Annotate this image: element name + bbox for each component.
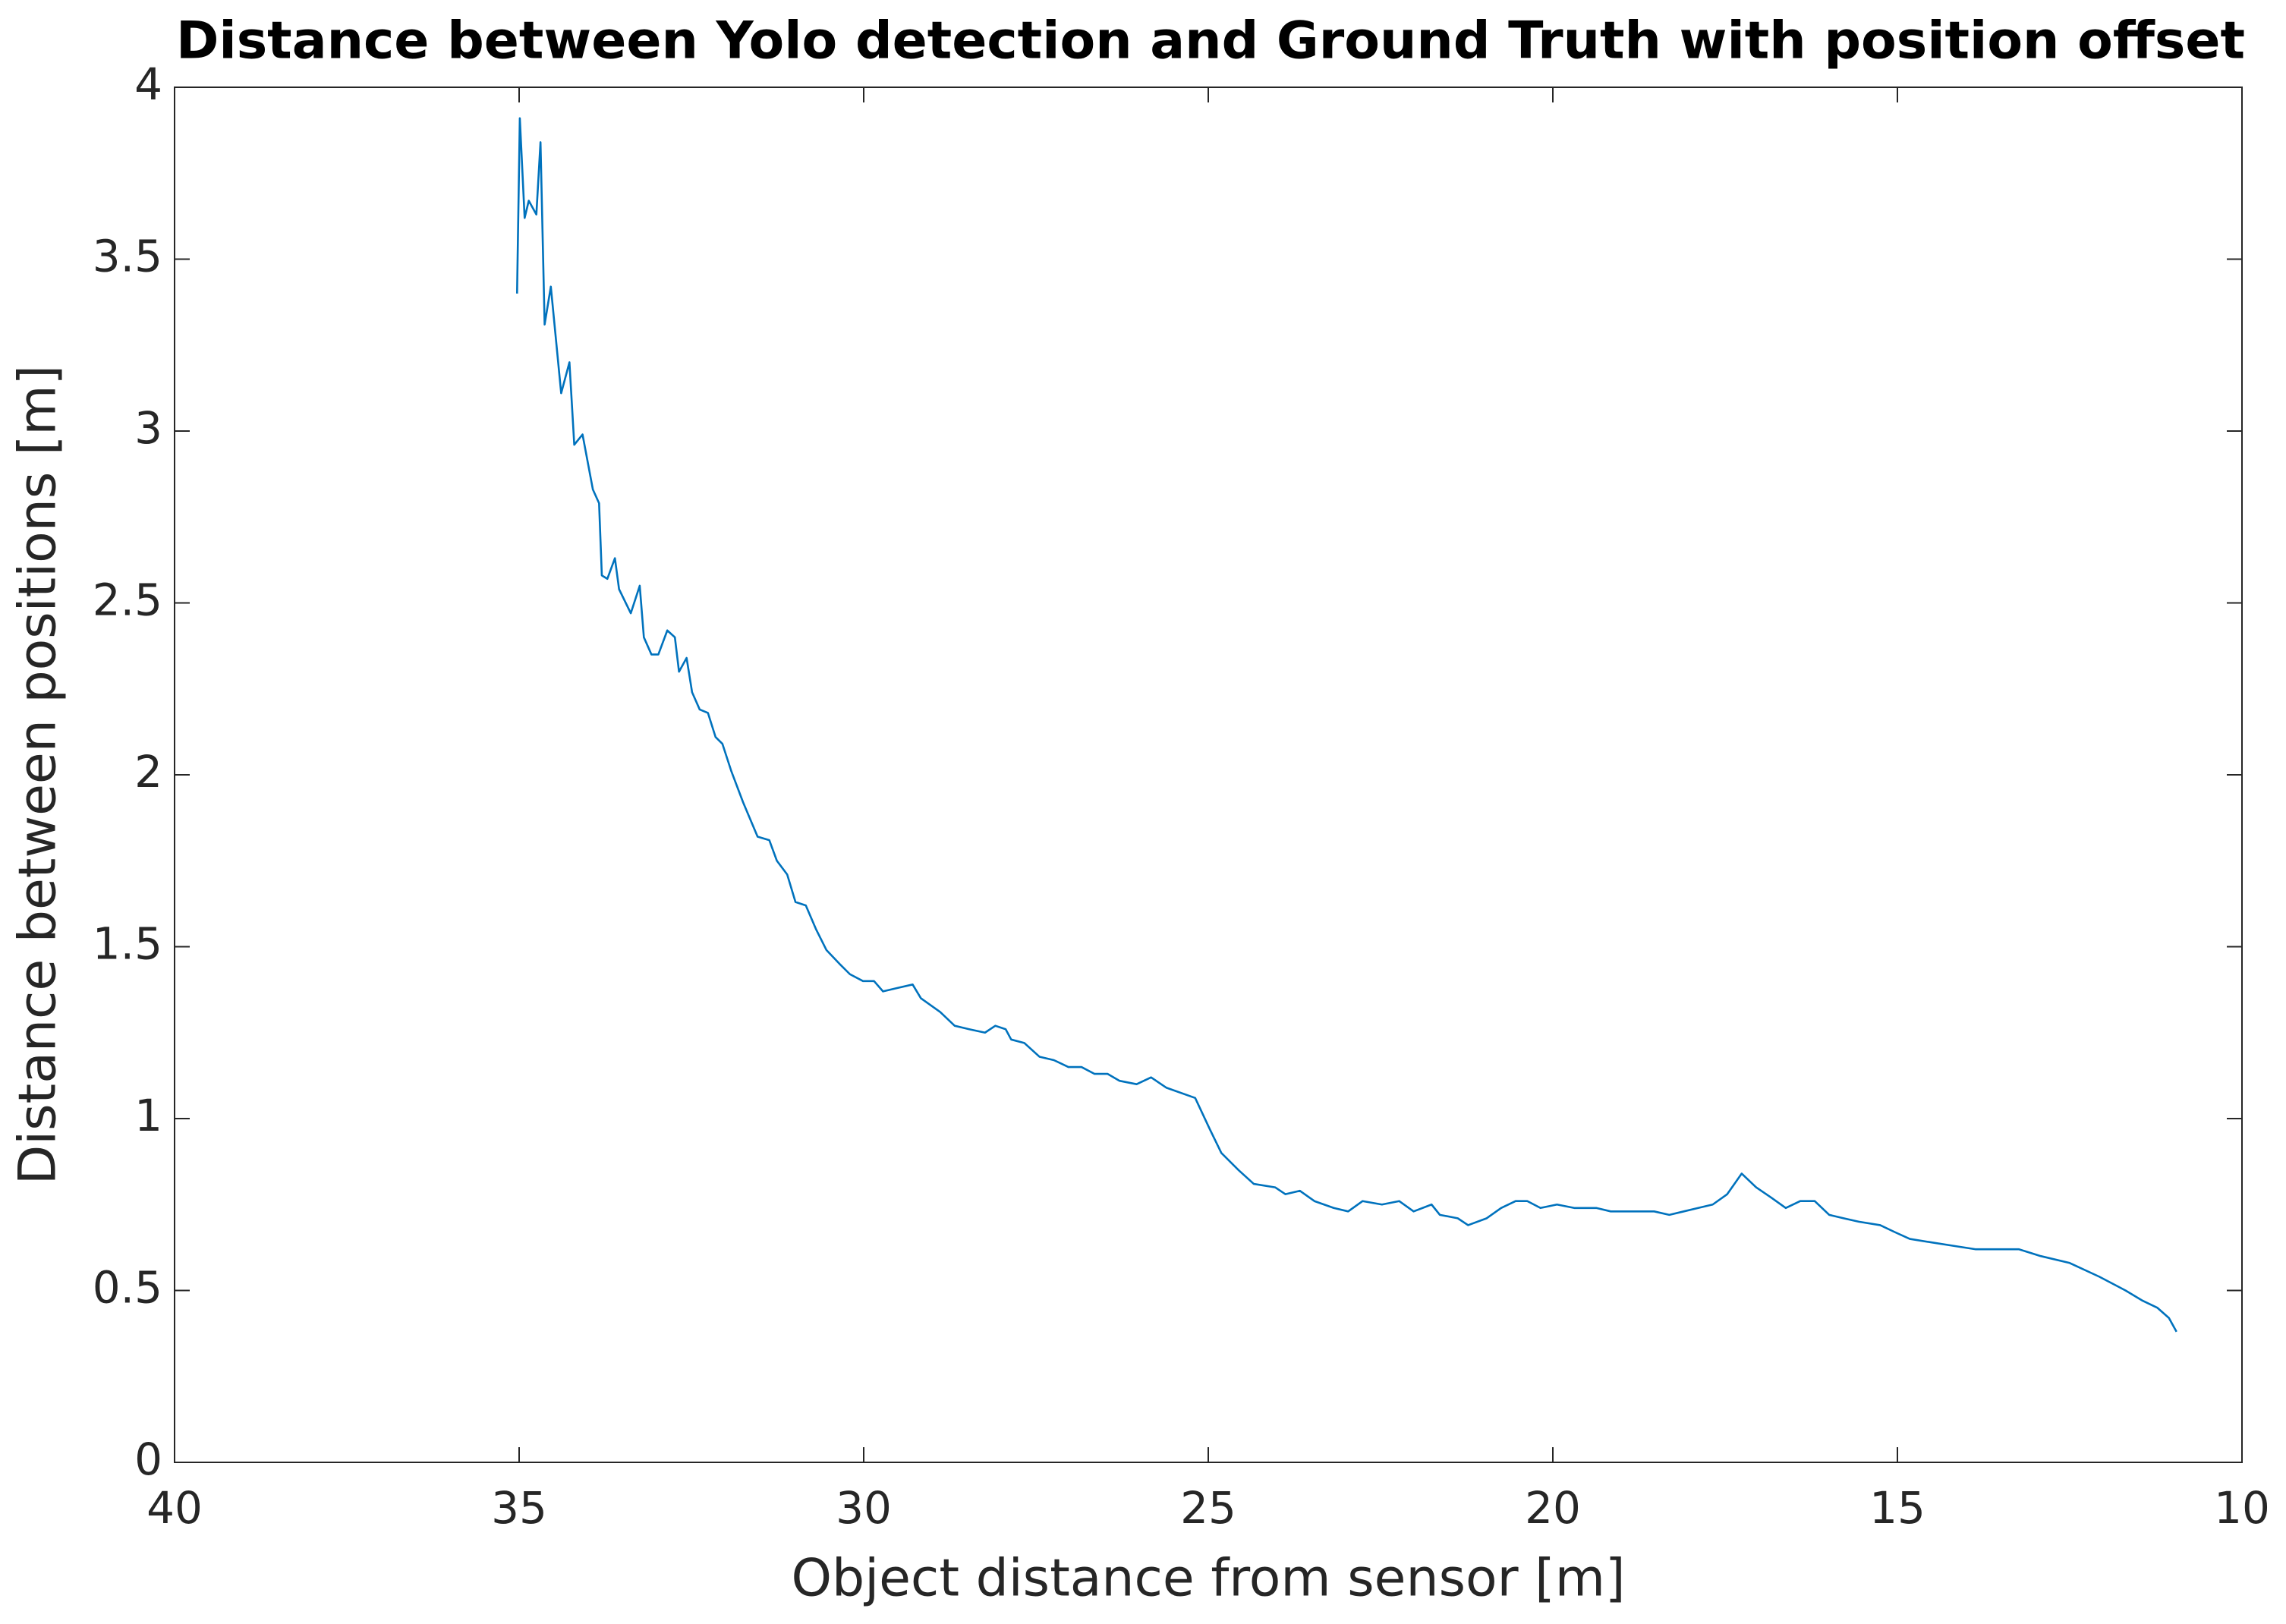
data-line [515,117,2177,1333]
y-tick-label: 2.5 [93,574,162,626]
x-tick-label: 20 [1525,1482,1581,1534]
y-tick-label: 1.5 [93,918,162,970]
x-tick-label: 40 [146,1482,203,1534]
y-tick-label: 0.5 [93,1262,162,1314]
y-axis-label: Distance between positions [m] [8,365,68,1185]
y-tick-label: 3 [134,402,162,454]
x-tick-label: 30 [836,1482,892,1534]
x-tick-label: 35 [491,1482,547,1534]
x-tick-label: 15 [1869,1482,1925,1534]
x-axis-label: Object distance from sensor [m] [792,1549,1626,1609]
x-tick-label: 10 [2214,1482,2270,1534]
chart-title: Distance between Yolo detection and Grou… [176,11,2245,71]
y-tick-label: 2 [134,746,162,798]
y-tick-label: 1 [134,1090,162,1141]
y-tick-label: 3.5 [93,231,162,282]
y-tick-label: 4 [134,58,162,110]
y-tick-label: 0 [134,1434,162,1485]
x-tick-label: 25 [1180,1482,1236,1534]
